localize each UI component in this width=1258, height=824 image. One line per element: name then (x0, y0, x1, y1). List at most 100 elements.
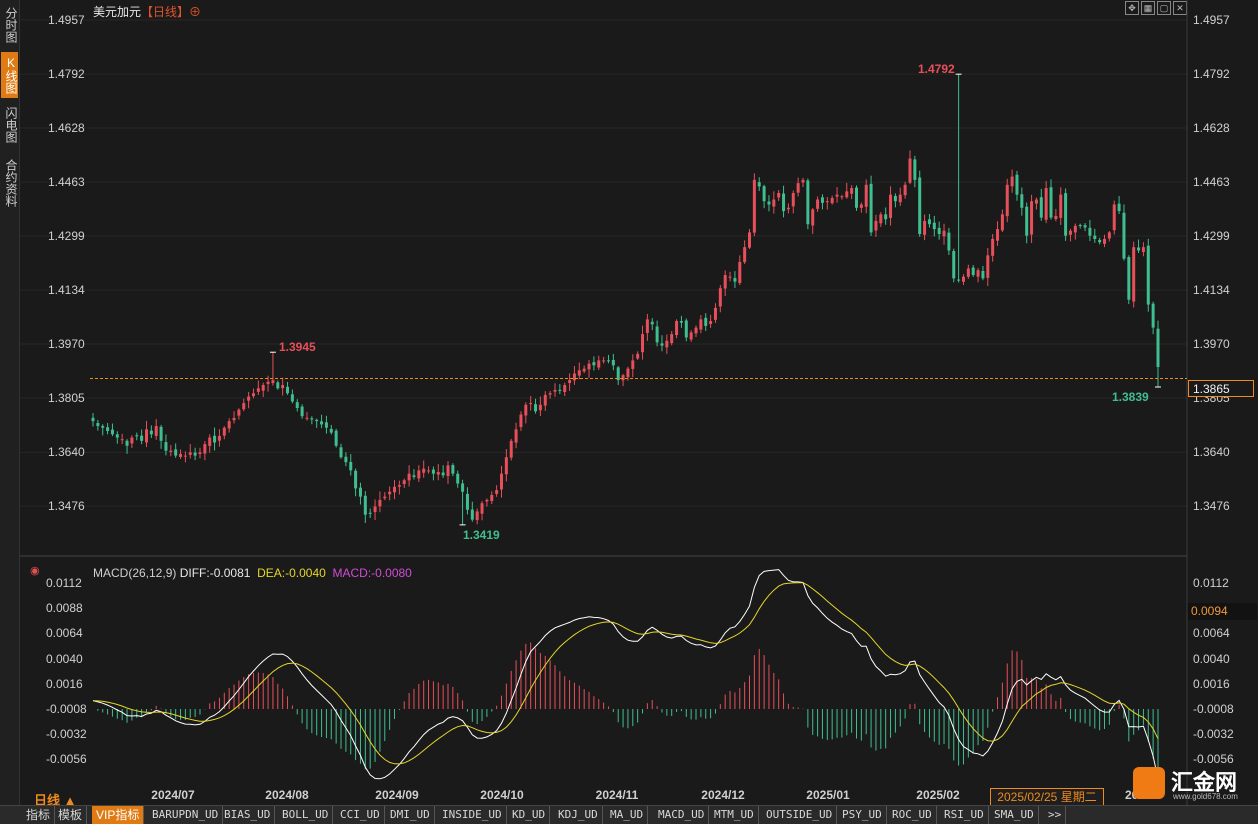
indicator-tab[interactable]: BOLL_UD (278, 806, 334, 824)
candle-body (1127, 257, 1131, 300)
candle-body (684, 320, 688, 338)
indicator-tab[interactable]: 指标 (22, 806, 56, 824)
candle-body (874, 220, 878, 231)
candle-body (650, 321, 654, 325)
macd-diff-value: DIFF:-0.0081 (179, 566, 251, 580)
candle-body (295, 402, 299, 409)
price-tick-label: 1.4628 (1193, 121, 1230, 135)
candle-body (728, 276, 732, 278)
sidebar-item-contract-info[interactable]: 合约资料 (4, 159, 18, 207)
macd-histogram (97, 642, 1159, 781)
candle-body (971, 267, 975, 276)
candle-body (777, 192, 781, 198)
macd-tick-label: 0.0016 (46, 676, 83, 691)
cursor-date: 2025/02/25 星期二 (990, 788, 1104, 806)
candle-body (1107, 232, 1111, 239)
candle-body (670, 334, 674, 344)
indicator-tab-bar: 指标 模板 VIP指标 BARUPDN_UD BIAS_UD BOLL_UD CCI_UD D… (0, 805, 1258, 824)
indicator-tab[interactable]: OUTSIDE_UD (762, 806, 838, 824)
indicator-tab[interactable]: RSI_UD (940, 806, 989, 824)
indicator-tab[interactable]: KDJ_UD (554, 806, 603, 824)
date-tick-label: 2024/09 (375, 788, 419, 802)
candle-body (572, 373, 576, 381)
candle-group (91, 74, 1160, 525)
candle-body (159, 426, 163, 441)
candle-body (918, 177, 922, 235)
candle-body (976, 270, 980, 277)
candle-body (193, 452, 197, 456)
indicator-tab[interactable]: KD_UD (508, 806, 551, 824)
candle-body (558, 389, 562, 391)
candle-body (1132, 247, 1136, 302)
candle-body (290, 394, 294, 402)
candle-body (534, 404, 538, 412)
candle-body (373, 506, 377, 513)
current-price-badge: 1.3865 (1188, 380, 1254, 397)
candle-body (1064, 193, 1068, 236)
candle-body (334, 430, 338, 446)
candle-body (641, 334, 645, 353)
price-tick-label: 1.3640 (1193, 445, 1230, 460)
price-tick-label: 1.3970 (1193, 337, 1230, 351)
candle-body (358, 487, 362, 497)
indicator-tab[interactable]: MACD_UD (654, 806, 710, 824)
candle-body (538, 404, 542, 411)
indicator-tab[interactable]: PSY_UD (838, 806, 887, 824)
candle-body (135, 435, 139, 437)
candle-body (208, 437, 212, 446)
candle-body (441, 472, 445, 476)
annotation-high-aug: 1.3945 (279, 340, 316, 354)
sidebar-item-timeshare[interactable]: 分时图 (4, 7, 18, 43)
candle-body (305, 417, 309, 419)
price-tick-label: 1.4792 (48, 67, 85, 82)
candle-body (451, 465, 455, 474)
period-selector[interactable]: 日线 ▲ (34, 793, 77, 808)
macd-tick-label: 0.0040 (46, 651, 83, 666)
candle-body (514, 429, 518, 443)
candle-body (470, 509, 474, 520)
candle-body (1005, 184, 1009, 217)
indicator-tab[interactable]: INSIDE_UD (438, 806, 507, 824)
candle-body (835, 194, 839, 197)
candle-body (738, 261, 742, 284)
indicator-tab[interactable]: >> (1044, 806, 1067, 824)
sidebar-item-kline[interactable]: K线图 (1, 52, 18, 98)
table-icon[interactable]: ▦ (1141, 1, 1155, 15)
candle-body (247, 396, 251, 401)
maximize-icon[interactable]: ▢ (1157, 1, 1171, 15)
candle-body (563, 385, 567, 392)
candle-body (942, 230, 946, 237)
candle-body (1030, 201, 1034, 235)
candle-body (499, 473, 503, 490)
annotation-high-jan: 1.4792 (918, 62, 955, 76)
candle-body (1088, 227, 1092, 236)
chart-canvas[interactable]: ◉ (0, 0, 1258, 805)
candle-body (1156, 328, 1160, 367)
indicator-tab[interactable]: MTM_UD (710, 806, 759, 824)
candle-body (1039, 197, 1043, 218)
indicator-tab[interactable]: BIAS_UD (220, 806, 276, 824)
indicator-tab[interactable]: ROC_UD (888, 806, 937, 824)
indicator-tab[interactable]: 模板 (54, 806, 88, 824)
macd-tick-label: 0.0040 (1193, 651, 1230, 666)
sidebar-item-flash[interactable]: 闪电图 (4, 107, 18, 143)
indicator-tab[interactable]: VIP指标 (92, 806, 145, 824)
period-tag[interactable]: 【日线】 (141, 5, 190, 19)
move-icon[interactable]: ✥ (1125, 1, 1139, 15)
candle-body (397, 485, 401, 487)
indicator-tab[interactable]: CCI_UD (336, 806, 385, 824)
candle-body (237, 409, 241, 416)
candle-body (383, 496, 387, 499)
candle-body (110, 429, 114, 435)
indicator-tab[interactable]: SMA_UD (990, 806, 1039, 824)
candle-body (227, 421, 231, 429)
target-icon[interactable]: ⊕ (189, 5, 202, 19)
indicator-tab[interactable]: MA_UD (606, 806, 649, 824)
macd-macd-value: MACD:-0.0080 (332, 566, 412, 580)
candle-body (626, 368, 630, 378)
indicator-tab[interactable]: BARUPDN_UD (148, 806, 224, 824)
candle-body (884, 214, 888, 220)
candle-body (733, 278, 737, 282)
indicator-tab[interactable]: DMI_UD (386, 806, 435, 824)
candle-body (825, 201, 829, 203)
